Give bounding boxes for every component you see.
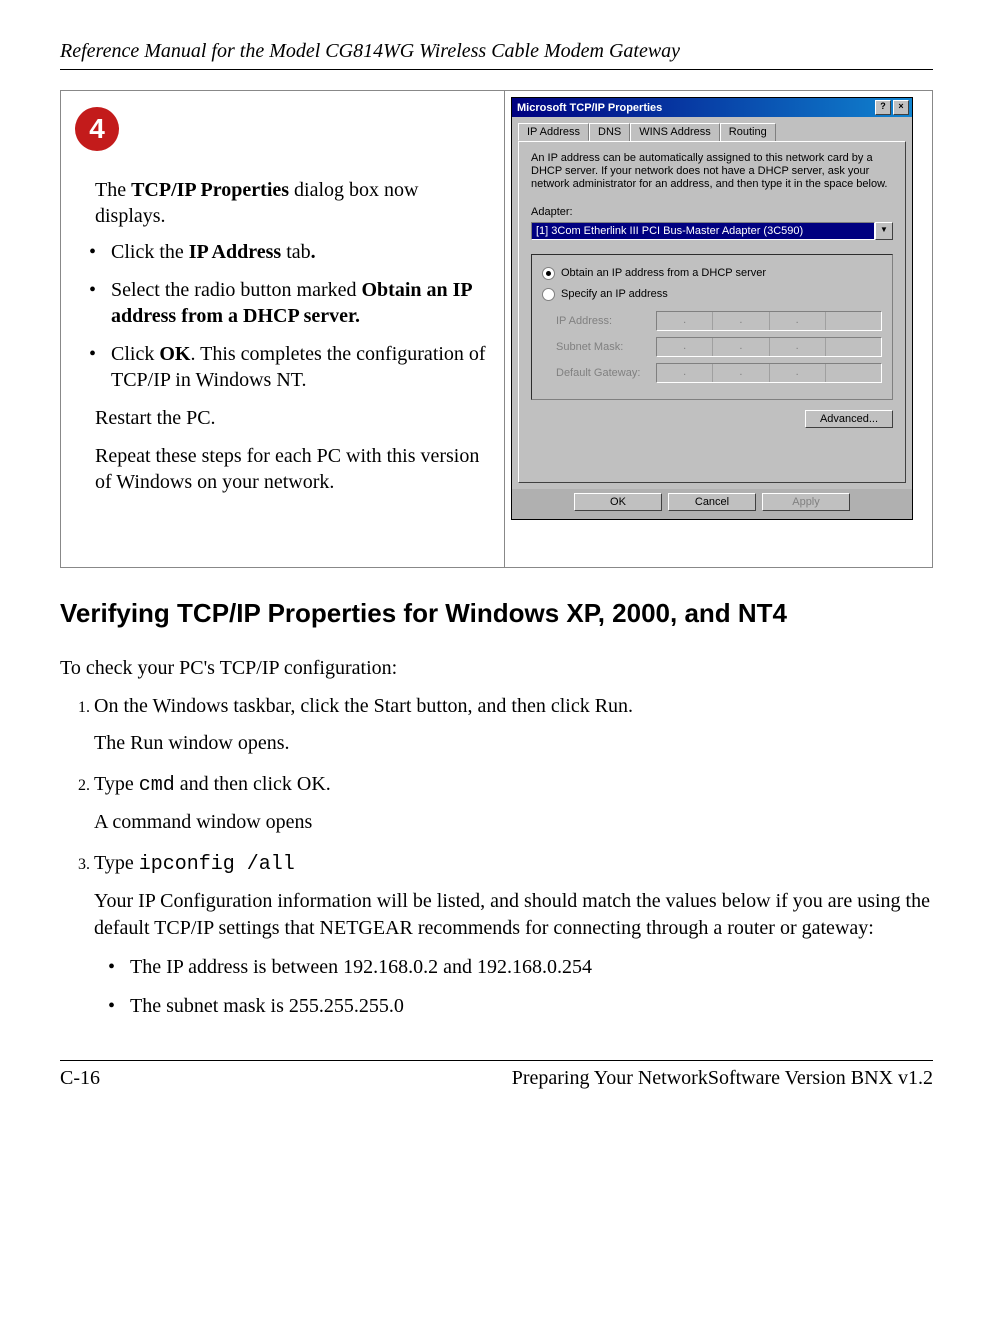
apply-button[interactable]: Apply [762,493,850,511]
step-intro-bold: TCP/IP Properties [131,179,289,201]
ip-seg: . [713,312,769,330]
dialog-column: Microsoft TCP/IP Properties ? × IP Addre… [505,91,932,567]
ip-group-box: Obtain an IP address from a DHCP server … [531,254,893,400]
step-bullet-3: Click OK. This completes the configurati… [75,341,490,393]
tab-dns[interactable]: DNS [589,123,630,141]
close-button[interactable]: × [893,100,909,115]
ip-seg: . [770,312,826,330]
bullet-pre: Click the [111,241,189,263]
verify-step-2-sub: A command window opens [94,809,933,836]
dialog-titlebar: Microsoft TCP/IP Properties ? × [512,98,912,117]
verify-step-3-cmd: ipconfig /all [139,853,295,876]
gateway-row: Default Gateway: . . . [556,363,882,383]
radio-specify[interactable]: Specify an IP address [542,288,882,301]
chevron-down-icon[interactable]: ▼ [875,222,893,240]
verify-step-1-sub: The Run window opens. [94,730,933,757]
subnet-label: Subnet Mask: [556,341,646,353]
bullet-trail: . [311,241,316,263]
titlebar-buttons: ? × [875,100,909,115]
radio-dhcp[interactable]: Obtain an IP address from a DHCP server [542,267,882,280]
step-bullet-2: Select the radio button marked Obtain an… [75,277,490,329]
verify-step-2-pre: Type [94,773,139,795]
step-restart: Restart the PC. [95,405,490,431]
step-container: 4 The TCP/IP Properties dialog box now d… [60,90,933,568]
radio-dhcp-circle [542,267,555,280]
doc-header-title: Reference Manual for the Model CG814WG W… [60,40,933,63]
subnet-input: . . . [656,337,882,357]
verify-step-2-cmd: cmd [139,774,175,797]
bullet-bold: IP Address [189,241,281,263]
adapter-selected: [1] 3Com Etherlink III PCI Bus-Master Ad… [531,222,875,240]
ip-address-row: IP Address: . . . [556,311,882,331]
verify-step-1: On the Windows taskbar, click the Start … [94,693,933,757]
ip-fields-group: IP Address: . . . Subnet Mask: [556,311,882,383]
bullet-pre: Select the radio button marked [111,279,361,301]
step-text-column: 4 The TCP/IP Properties dialog box now d… [61,91,505,567]
step-number-badge: 4 [75,107,119,151]
ip-seg: . [770,338,826,356]
ip-seg: . [713,338,769,356]
tab-wins[interactable]: WINS Address [630,123,720,141]
ip-address-label: IP Address: [556,315,646,327]
section-intro: To check your PC's TCP/IP configuration: [60,655,933,681]
bullet-pre: Click [111,343,159,365]
tab-ip-address[interactable]: IP Address [518,123,589,141]
ip-seg: . [770,364,826,382]
verify-step-3: Type ipconfig /all Your IP Configuration… [94,850,933,1020]
ip-seg: . [657,338,713,356]
verify-steps-list: On the Windows taskbar, click the Start … [60,693,933,1020]
subnet-row: Subnet Mask: . . . [556,337,882,357]
adapter-dropdown[interactable]: [1] 3Com Etherlink III PCI Bus-Master Ad… [531,222,893,240]
verify-step-3-bullets: The IP address is between 192.168.0.2 an… [94,954,933,1020]
radio-dhcp-label: Obtain an IP address from a DHCP server [561,267,766,279]
ip-seg [826,364,881,382]
tcpip-dialog: Microsoft TCP/IP Properties ? × IP Addre… [511,97,913,520]
step-bullet-list: Click the IP Address tab. Select the rad… [75,239,490,393]
subnet-bullet: The subnet mask is 255.255.255.0 [94,993,933,1020]
verify-step-1-main: On the Windows taskbar, click the Start … [94,695,633,717]
bullet-post: tab [281,241,310,263]
dialog-tabs: IP Address DNS WINS Address Routing [512,117,912,141]
step-bullet-1: Click the IP Address tab. [75,239,490,265]
ip-seg: . [657,312,713,330]
ip-seg [826,312,881,330]
ip-seg [826,338,881,356]
dialog-buttons-row: OK Cancel Apply [512,489,912,519]
bullet-bold: OK [159,343,190,365]
dialog-description: An IP address can be automatically assig… [531,152,893,192]
ip-address-input: . . . [656,311,882,331]
footer-right: Preparing Your NetworkSoftware Version B… [512,1067,933,1090]
gateway-label: Default Gateway: [556,367,646,379]
adapter-label: Adapter: [531,206,893,218]
verify-step-2: Type cmd and then click OK. A command wi… [94,771,933,836]
page-footer: C-16 Preparing Your NetworkSoftware Vers… [60,1060,933,1090]
ip-seg: . [657,364,713,382]
help-button[interactable]: ? [875,100,891,115]
verify-step-2-post: and then click OK. [175,773,331,795]
radio-selected-dot [546,271,551,276]
verify-step-3-pre: Type [94,852,139,874]
ip-seg: . [713,364,769,382]
tab-routing[interactable]: Routing [720,123,776,141]
dialog-title: Microsoft TCP/IP Properties [515,102,662,114]
section-heading: Verifying TCP/IP Properties for Windows … [60,598,933,629]
step-repeat: Repeat these steps for each PC with this… [95,443,490,495]
ok-button[interactable]: OK [574,493,662,511]
radio-specify-label: Specify an IP address [561,288,668,300]
step-intro: The TCP/IP Properties dialog box now dis… [95,177,490,229]
advanced-row: Advanced... [531,410,893,428]
verify-step-3-sub: Your IP Configuration information will b… [94,888,933,942]
radio-specify-circle [542,288,555,301]
header-rule [60,69,933,70]
advanced-button[interactable]: Advanced... [805,410,893,428]
gateway-input: . . . [656,363,882,383]
footer-left: C-16 [60,1067,100,1090]
ip-range-bullet: The IP address is between 192.168.0.2 an… [94,954,933,981]
cancel-button[interactable]: Cancel [668,493,756,511]
tab-panel: An IP address can be automatically assig… [518,141,906,483]
step-intro-pre: The [95,179,131,201]
